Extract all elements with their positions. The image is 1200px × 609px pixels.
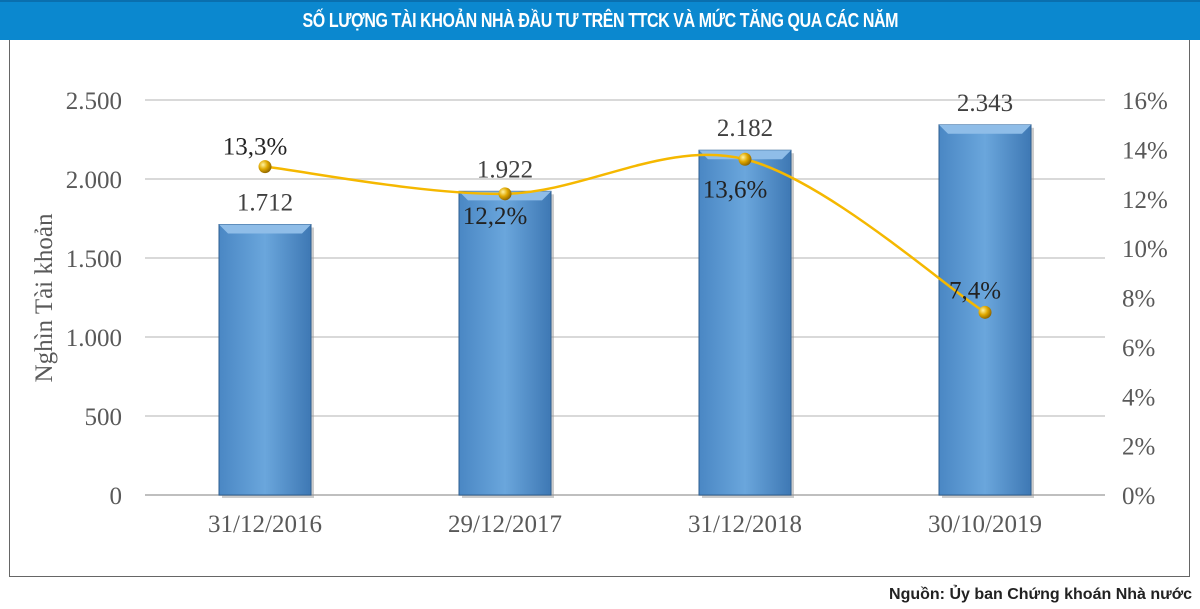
growth-point: [258, 160, 272, 174]
chart-title: SỐ LƯỢNG TÀI KHOẢN NHÀ ĐẦU TƯ TRÊN TTCK …: [302, 10, 898, 32]
y-tick-label: 0: [110, 483, 123, 510]
y-tick-label: 2.000: [66, 167, 122, 194]
x-tick-label: 31/12/2016: [208, 511, 322, 538]
bar: [218, 224, 312, 496]
y2-tick-label: 0%: [1122, 483, 1155, 510]
y2-tick-label: 14%: [1122, 137, 1168, 164]
growth-value-label: 12,2%: [463, 203, 528, 230]
growth-point: [738, 152, 752, 166]
growth-line: [264, 153, 986, 314]
y-tick-label: 1.000: [66, 325, 122, 352]
growth-value-label: 13,6%: [703, 176, 768, 203]
y-tick-label: 1.500: [66, 246, 122, 273]
y-axis-label: Nghìn Tài khoản: [31, 213, 58, 382]
y2-tick-label: 16%: [1122, 88, 1168, 115]
bar-value-label: 2.343: [957, 90, 1013, 117]
bar-value-label: 2.182: [717, 115, 773, 142]
y2-tick-label: 8%: [1122, 286, 1155, 313]
source-note: Nguồn: Ủy ban Chứng khoán Nhà nước: [889, 586, 1192, 603]
y2-tick-label: 2%: [1122, 434, 1155, 461]
x-tick-label: 29/12/2017: [448, 511, 562, 538]
bar-value-label: 1.922: [477, 156, 533, 183]
x-tick-label: 30/10/2019: [928, 511, 1042, 538]
y2-tick-label: 4%: [1122, 384, 1155, 411]
bar: [458, 190, 552, 496]
growth-point: [978, 305, 992, 319]
chart-title-bar: SỐ LƯỢNG TÀI KHOẢN NHÀ ĐẦU TƯ TRÊN TTCK …: [0, 0, 1200, 40]
bar: [698, 149, 792, 496]
y2-tick-label: 12%: [1122, 187, 1168, 214]
y2-tick-label: 10%: [1122, 236, 1168, 263]
bar-bevel: [939, 124, 1031, 134]
bar-bevel: [219, 224, 311, 234]
y-tick-label: 500: [85, 404, 123, 431]
y2-tick-label: 6%: [1122, 335, 1155, 362]
growth-value-label: 13,3%: [223, 134, 288, 161]
chart-frame: [9, 40, 1190, 577]
growth-point: [498, 187, 512, 201]
x-tick-label: 31/12/2018: [688, 511, 802, 538]
y-tick-label: 2.500: [66, 88, 122, 115]
bar-value-label: 1.712: [237, 190, 293, 217]
growth-value-label: 7,4%: [949, 277, 1001, 304]
